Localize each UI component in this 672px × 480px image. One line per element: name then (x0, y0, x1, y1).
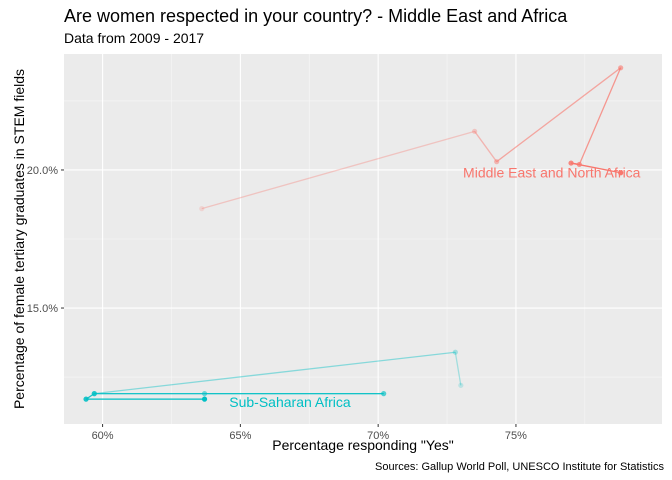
axis-ticks: 60% 65% 70% 75% 15.0% 20.0% (27, 165, 527, 442)
x-axis-title: Percentage responding "Yes" (272, 437, 453, 453)
data-point (452, 349, 458, 355)
data-point (458, 382, 464, 388)
y-axis-title: Percentage of female tertiary graduates … (11, 69, 27, 409)
series-layer: Middle East and North Africa Sub-Saharan … (83, 65, 641, 410)
data-point (201, 391, 208, 397)
series-line-segment (94, 351, 456, 395)
series-line-segment (474, 130, 498, 163)
series-line-segment (578, 67, 622, 165)
series-line-segment (454, 352, 462, 386)
x-tick-label: 70% (367, 430, 389, 442)
data-point (472, 128, 478, 134)
series-label: Sub-Saharan Africa (229, 394, 351, 410)
data-point (568, 160, 574, 166)
data-point (201, 396, 208, 402)
series-0: Middle East and North Africa (199, 65, 641, 212)
y-tick-label: 20.0% (27, 165, 58, 177)
data-point (83, 396, 89, 402)
series-1: Sub-Saharan Africa (83, 349, 464, 410)
chart-caption: Sources: Gallup World Poll, UNESCO Insti… (375, 461, 664, 473)
major-gridlines (64, 54, 662, 424)
x-tick-label: 75% (505, 430, 527, 442)
x-tick-label: 60% (92, 430, 114, 442)
minor-gridlines (64, 54, 662, 424)
x-tick-label: 65% (229, 430, 251, 442)
data-point (199, 206, 205, 212)
y-tick-label: 15.0% (27, 303, 58, 315)
data-point (381, 391, 387, 397)
data-point (91, 391, 97, 397)
chart-title: Are women respected in your country? - M… (64, 6, 568, 26)
data-point (576, 161, 582, 168)
data-point (618, 65, 624, 71)
data-point (618, 170, 624, 176)
series-line-segment (201, 130, 475, 210)
data-point (494, 159, 500, 165)
chart-subtitle: Data from 2009 - 2017 (64, 30, 204, 46)
series-label: Middle East and North Africa (463, 165, 641, 181)
series-line-segment (496, 67, 622, 163)
